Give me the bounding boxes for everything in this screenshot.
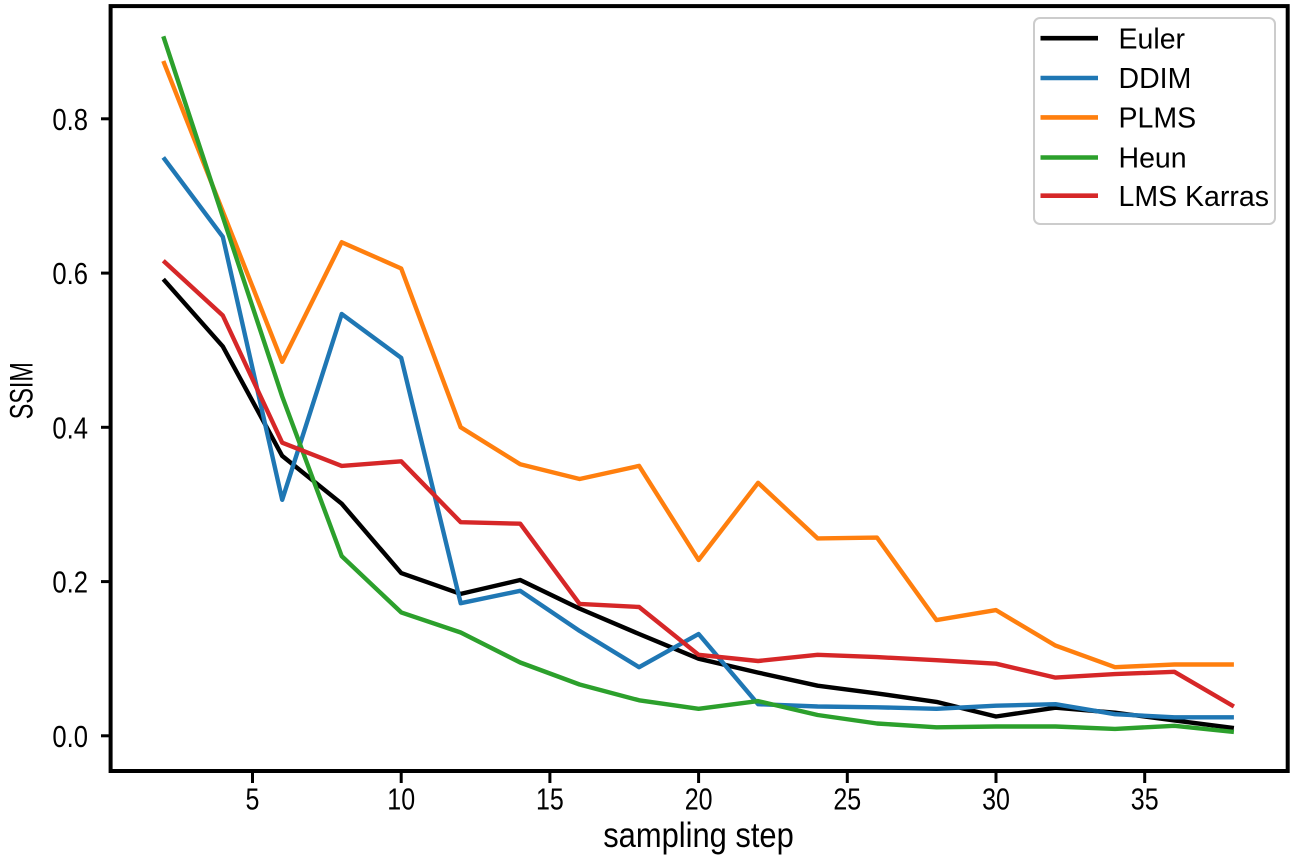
svg-text:PLMS: PLMS xyxy=(1119,103,1197,135)
svg-text:0.0: 0.0 xyxy=(52,720,88,754)
svg-text:35: 35 xyxy=(1131,782,1159,816)
svg-text:25: 25 xyxy=(833,782,861,816)
svg-text:15: 15 xyxy=(536,782,564,816)
svg-text:LMS Karras: LMS Karras xyxy=(1119,181,1269,213)
svg-text:0.8: 0.8 xyxy=(52,103,88,137)
svg-text:30: 30 xyxy=(982,782,1010,816)
svg-text:0.2: 0.2 xyxy=(52,566,88,600)
svg-text:20: 20 xyxy=(685,782,713,816)
svg-text:SSIM: SSIM xyxy=(4,362,39,419)
svg-text:Heun: Heun xyxy=(1119,143,1187,175)
svg-text:10: 10 xyxy=(387,782,415,816)
svg-text:5: 5 xyxy=(246,782,260,816)
svg-text:0.6: 0.6 xyxy=(52,257,88,291)
svg-text:DDIM: DDIM xyxy=(1119,63,1192,95)
svg-text:Euler: Euler xyxy=(1119,23,1186,55)
svg-text:sampling step: sampling step xyxy=(603,816,794,855)
svg-text:0.4: 0.4 xyxy=(52,411,88,445)
